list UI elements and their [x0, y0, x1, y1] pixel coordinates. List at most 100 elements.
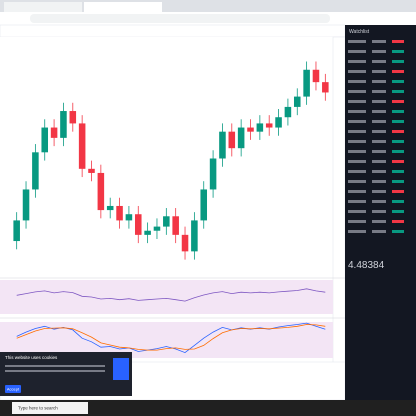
candle-body [97, 172, 105, 211]
watchlist-rows [348, 40, 404, 233]
candle-body [191, 220, 198, 252]
candle-body [200, 189, 208, 221]
watchlist-row [348, 180, 366, 183]
candle-body [237, 127, 245, 149]
watchlist-row [372, 170, 386, 173]
candle-body [303, 69, 310, 97]
watchlist-row [348, 230, 366, 233]
watchlist-row [372, 140, 386, 143]
watchlist-row [392, 170, 404, 173]
watchlist-row [348, 120, 366, 123]
candle-body [41, 127, 49, 153]
watchlist-row [348, 210, 366, 213]
watchlist-row [348, 110, 366, 113]
watchlist-row [348, 130, 366, 133]
candle-body [13, 220, 20, 242]
watchlist-row [392, 60, 404, 63]
watchlist-row [348, 160, 366, 163]
watchlist-row [372, 210, 386, 213]
watchlist-row [392, 160, 404, 163]
watchlist-row [372, 120, 386, 123]
watchlist-row [372, 190, 386, 193]
candle-body [116, 205, 123, 221]
candle-body [265, 123, 273, 128]
watchlist-row [348, 150, 366, 153]
candle-body [106, 205, 114, 211]
candle-body [247, 127, 254, 132]
watchlist-row [372, 110, 386, 113]
watchlist-row [392, 100, 404, 103]
candle-body [50, 127, 58, 138]
candle-body [322, 82, 329, 93]
candle-body [22, 189, 30, 221]
candle-body [153, 226, 161, 231]
candle-body [228, 131, 236, 149]
candle-body [144, 230, 151, 235]
watchlist-row [348, 50, 366, 53]
cookie-icon [113, 358, 129, 380]
watchlist-row [348, 70, 366, 73]
watchlist-row [348, 170, 366, 173]
accept-button[interactable] [5, 385, 21, 393]
indicator-line [16, 324, 326, 351]
watchlist-row [392, 70, 404, 73]
watchlist-row [372, 100, 386, 103]
watchlist-row [392, 230, 404, 233]
chart-toolbar [0, 24, 346, 38]
watchlist-row [348, 190, 366, 193]
url-field[interactable] [30, 14, 330, 23]
candle-body [181, 234, 189, 252]
cookie-popup [0, 352, 132, 396]
candle-body [60, 111, 67, 138]
watchlist-row [392, 50, 404, 53]
watchlist-row [392, 210, 404, 213]
candle-body [32, 152, 39, 190]
watchlist-row [392, 130, 404, 133]
last-price: 4.48384 [348, 260, 385, 271]
candle-body [275, 117, 282, 128]
watchlist-row [348, 200, 366, 203]
watchlist-row [392, 110, 404, 113]
watchlist-row [348, 80, 366, 83]
watchlist-row [372, 180, 386, 183]
watchlist-row [372, 70, 386, 73]
watchlist-row [348, 100, 366, 103]
accept-label[interactable]: Accept [7, 387, 20, 392]
watchlist-row [392, 190, 404, 193]
watchlist-row [392, 180, 404, 183]
candle-body [284, 106, 292, 118]
search-box[interactable] [12, 402, 88, 414]
watchlist-row [392, 90, 404, 93]
watchlist-row [392, 200, 404, 203]
candle-body [78, 123, 86, 169]
watchlist-row [372, 80, 386, 83]
search-text: Type here to search [18, 406, 58, 411]
watchlist-row [372, 160, 386, 163]
watchlist-row [372, 130, 386, 133]
watchlist-title: Watchlist [349, 29, 370, 35]
candle-body [219, 131, 226, 159]
watchlist-row [372, 50, 386, 53]
tab[interactable] [4, 2, 82, 12]
rsi-band [0, 280, 333, 314]
watchlist-row [372, 60, 386, 63]
candle-body [134, 214, 142, 235]
indicator-line [16, 288, 326, 302]
watchlist-row [372, 90, 386, 93]
watchlist-row [392, 220, 404, 223]
candle-body [88, 168, 95, 173]
taskbar [0, 400, 416, 416]
watchlist-row [348, 60, 366, 63]
candle-body [172, 216, 179, 235]
candle-body [312, 69, 320, 83]
candle-body [163, 216, 170, 227]
watchlist-row [348, 140, 366, 143]
cookie-text [5, 365, 105, 367]
candle-body [125, 214, 133, 221]
tab[interactable] [84, 2, 162, 12]
watchlist-row [392, 120, 404, 123]
cookie-title: This website uses cookies [5, 355, 58, 360]
watchlist-row [392, 80, 404, 83]
price-axis [332, 36, 346, 386]
